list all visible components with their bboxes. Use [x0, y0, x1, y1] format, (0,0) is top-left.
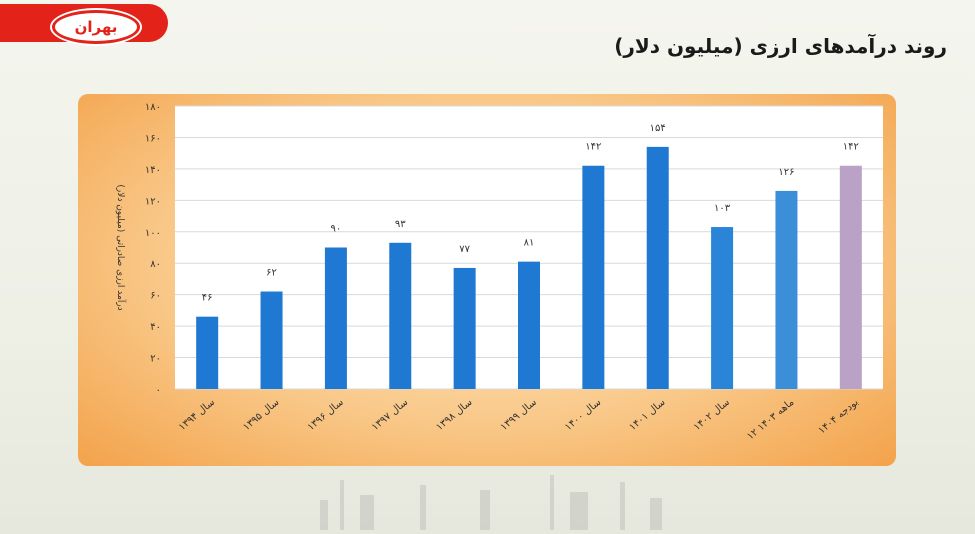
y-tick-label: ۱۲۰ [145, 196, 161, 207]
bar [711, 227, 734, 389]
x-tick-label: سال ۱۳۹۶ [306, 397, 346, 433]
x-tick-label: سال ۱۴۰۱ [627, 397, 667, 433]
logo-text: بهران [74, 18, 118, 36]
y-axis-label: درآمد ارزی صادراتی (میلیون دلار) [115, 184, 127, 310]
company-logo: بهران [52, 10, 140, 44]
refinery-skyline-decoration [320, 475, 662, 530]
bar [389, 242, 412, 389]
x-tick-label: سال ۱۴۰۲ [692, 397, 732, 433]
page-title: روند درآمدهای ارزی (میلیون دلار) [614, 34, 947, 58]
y-tick-label: ۲۰ [150, 354, 161, 365]
data-label: ۱۴۲ [843, 142, 859, 153]
y-tick-label: ۴۰ [150, 322, 161, 333]
y-tick-label: ۶۰ [150, 291, 161, 302]
data-label: ۱۰۳ [714, 203, 731, 214]
bar [196, 316, 219, 389]
data-label: ۴۶ [202, 293, 213, 304]
data-label: ۹۳ [395, 219, 406, 230]
y-tick-label: ۱۴۰ [145, 165, 161, 176]
bar [518, 261, 540, 389]
bar [775, 190, 798, 389]
x-tick-label: سال ۱۳۹۸ [434, 397, 474, 433]
y-tick-label: ۸۰ [150, 259, 161, 270]
logo-band: بهران [0, 4, 168, 44]
x-tick-label: سال ۱۳۹۵ [241, 397, 281, 433]
data-label: ۷۷ [459, 244, 470, 255]
data-label: ۱۴۲ [585, 142, 601, 153]
x-tick-label: بودجه ۱۴۰۴ [816, 397, 860, 437]
x-tick-label: سال ۱۴۰۰ [563, 397, 603, 433]
bar-chart: ۰ ۲۰ ۴۰ ۶۰ ۸۰ ۱۰۰ ۱۲۰ ۱۴۰ ۱۶۰ ۱۸۰ درآمد ارزی صادرا… [115, 102, 883, 442]
y-tick-label: ۱۸۰ [145, 102, 161, 113]
data-label: ۶۲ [266, 268, 277, 279]
data-label: ۱۲۶ [778, 167, 794, 178]
y-tick-label: ۱۰۰ [145, 228, 161, 239]
data-label: ۸۱ [524, 238, 535, 249]
bar [453, 267, 476, 389]
data-label: ۹۰ [331, 224, 342, 235]
y-tick-label: ۱۶۰ [145, 133, 161, 144]
bar [646, 146, 669, 389]
bar [324, 247, 347, 389]
x-tick-label: سال ۱۳۹۹ [499, 397, 539, 433]
x-tick-label: سال ۱۳۹۴ [177, 397, 217, 433]
bar [839, 165, 862, 389]
bar [582, 165, 605, 389]
y-tick-label: ۰ [156, 385, 161, 396]
chart-panel: ۰ ۲۰ ۴۰ ۶۰ ۸۰ ۱۰۰ ۱۲۰ ۱۴۰ ۱۶۰ ۱۸۰ درآمد ارزی صادرا… [78, 94, 896, 466]
x-tick-label: ۱۲ ماهه ۱۴۰۳ [745, 397, 796, 442]
bar [260, 291, 283, 389]
data-label: ۱۵۴ [650, 123, 666, 134]
x-tick-label: سال ۱۳۹۷ [370, 397, 410, 433]
